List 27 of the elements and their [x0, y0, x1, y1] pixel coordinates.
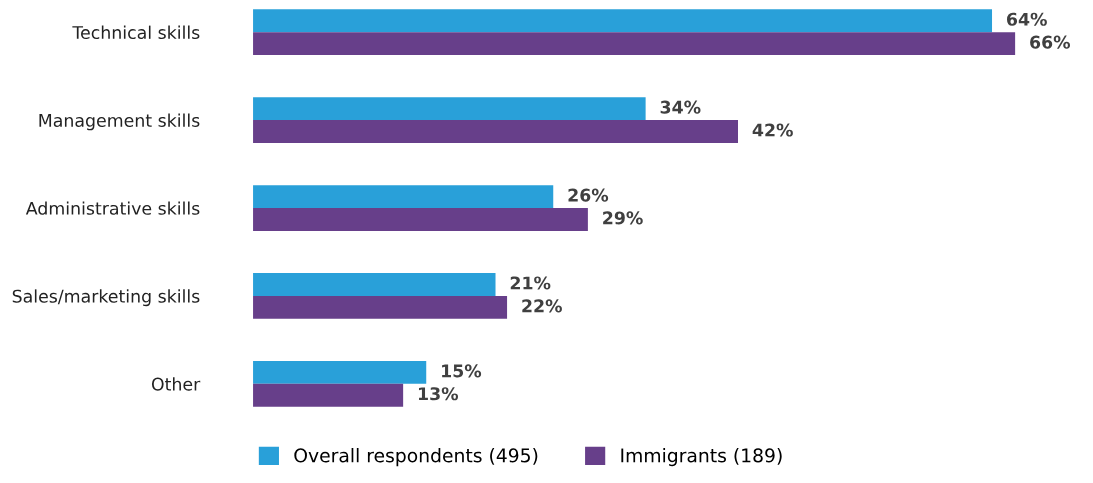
data-label: 42%: [752, 123, 793, 137]
bar: [253, 360, 427, 384]
bar: [253, 383, 404, 407]
bar: [253, 185, 554, 209]
y-tick-label: Technical skills: [72, 25, 200, 40]
data-label: 21%: [510, 276, 551, 290]
bar: [253, 120, 738, 143]
y-tick-label: Sales/marketing skills: [12, 289, 200, 307]
y-tick-label: Management skills: [39, 113, 200, 131]
data-label: 13%: [418, 387, 459, 401]
data-label: 26%: [568, 188, 609, 202]
data-label: 22%: [522, 299, 562, 313]
data-label: 29%: [603, 211, 643, 225]
bar: [253, 97, 646, 121]
bar: [253, 273, 496, 296]
bar: [253, 208, 588, 231]
data-label: 64%: [1006, 12, 1047, 26]
data-label: 15%: [442, 364, 482, 378]
bar: [253, 9, 993, 33]
y-tick-label: Other: [151, 377, 201, 391]
data-label: 34%: [660, 100, 701, 114]
legend-label: Immigrants (189): [621, 447, 782, 467]
y-tick-label: Administrative skills: [25, 201, 200, 215]
legend-label: Overall respondents (495): [294, 447, 538, 467]
bar: [253, 295, 508, 319]
data-label: 66%: [1030, 35, 1071, 49]
bar: [253, 32, 1016, 56]
